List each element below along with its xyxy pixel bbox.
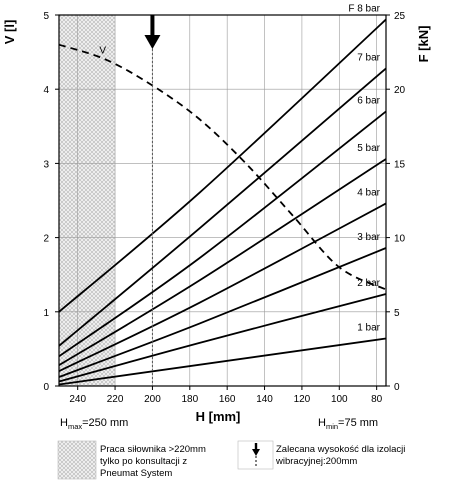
- force-line-7: [58, 67, 387, 347]
- y-right-axis-title: F [kN]: [416, 26, 431, 63]
- recommended-height-arrow-icon: [144, 35, 161, 49]
- force-line-label-4: 4 bar: [357, 187, 380, 198]
- legend-arrow-text: Zalecana wysokość dla izolacji wibracyjn…: [275, 444, 408, 467]
- tick-group: 240 220 200 180 160 140 120 100 80 0 1 2 3 4 5 0 5 10 15 20…: [43, 11, 405, 405]
- y-right-tick-label: 0: [394, 382, 400, 393]
- x-tick-label: 80: [371, 394, 383, 405]
- force-line-label-8: F 8 bar: [348, 3, 380, 14]
- hmax-rest: =250 mm: [82, 417, 128, 429]
- y-left-tick-label: 5: [43, 11, 49, 22]
- legend-shaded-line-3: Pneumat System: [100, 468, 172, 479]
- force-line-4: [58, 202, 387, 372]
- y-right-tick-label: 20: [394, 85, 406, 96]
- y-right-tick-label: 15: [394, 159, 406, 170]
- force-line-label-7: 7 bar: [357, 52, 380, 63]
- x-tick-label: 160: [219, 394, 236, 405]
- force-line-label-1: 1 bar: [357, 323, 380, 334]
- legend-shaded-text: Praca siłownika >220mm tylko po konsulta…: [100, 444, 209, 479]
- force-line-label-3: 3 bar: [357, 232, 380, 243]
- y-left-tick-label: 0: [43, 382, 49, 393]
- y-left-axis-title: V [l]: [2, 20, 17, 45]
- y-right-tick-label: 5: [394, 308, 400, 319]
- legend-arrow-line-2: wibracyjnej:200mm: [275, 456, 357, 467]
- plot-frame: [58, 14, 387, 387]
- y-left-tick-label: 3: [43, 159, 49, 170]
- hmax-main: H: [60, 417, 68, 429]
- legend-shaded-line-1: Praca siłownika >220mm: [100, 444, 206, 455]
- force-line-3: [58, 247, 387, 378]
- legend-arrow-icon: [252, 449, 260, 456]
- force-line-2: [58, 293, 387, 383]
- x-tick-label: 180: [181, 394, 198, 405]
- force-line-label-5: 5 bar: [357, 143, 380, 154]
- hmin-label: Hmin=75 mm: [318, 417, 378, 431]
- hmax-sub: max: [68, 422, 82, 431]
- grid: [59, 15, 386, 386]
- force-line-8: [58, 18, 387, 313]
- hmax-label: Hmax=250 mm: [60, 417, 128, 431]
- x-tick-label: 140: [256, 394, 273, 405]
- x-axis-title: H [mm]: [196, 409, 241, 424]
- shaded-region: [59, 15, 116, 386]
- hmin-sub: min: [326, 422, 338, 431]
- legend-shaded-line-2: tylko po konsultacji z: [100, 456, 187, 467]
- x-tick-label: 100: [331, 394, 348, 405]
- force-line-5: [58, 158, 387, 366]
- hmin-main: H: [318, 417, 326, 429]
- y-left-tick-label: 2: [43, 234, 49, 245]
- x-tick-label: 220: [107, 394, 124, 405]
- legend-shaded-swatch: [57, 440, 97, 480]
- force-line-6: [58, 110, 387, 358]
- volume-line: [58, 43, 387, 291]
- volume-line-label: V: [99, 46, 106, 57]
- y-right-tick-label: 25: [394, 11, 406, 22]
- hmin-rest: =75 mm: [338, 417, 378, 429]
- force-line-1: [58, 337, 387, 386]
- force-line-label-6: 6 bar: [357, 95, 380, 106]
- x-tick-label: 240: [69, 394, 86, 405]
- y-left-tick-label: 4: [43, 85, 49, 96]
- x-tick-label: 200: [144, 394, 161, 405]
- x-tick-label: 120: [294, 394, 311, 405]
- legend-arrow-line-1: Zalecana wysokość dla izolacji: [276, 444, 405, 455]
- y-left-tick-label: 1: [43, 308, 49, 319]
- y-right-tick-label: 10: [394, 234, 406, 245]
